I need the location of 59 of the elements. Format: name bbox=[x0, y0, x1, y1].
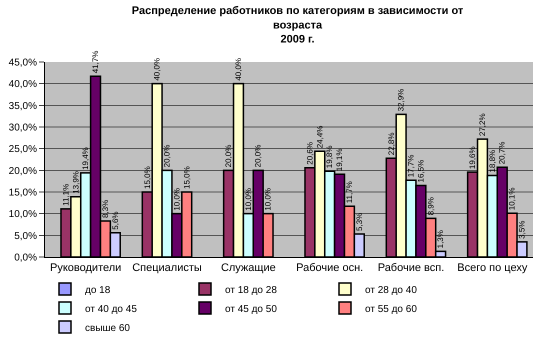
data-label: 20,0% bbox=[254, 144, 263, 168]
y-tick-label: 0,0% bbox=[14, 252, 38, 264]
y-tick-label: 25,0% bbox=[8, 144, 38, 156]
data-label: 8,3% bbox=[100, 200, 110, 218]
data-label: 20,7% bbox=[498, 142, 507, 164]
y-tick-label: 5,0% bbox=[14, 230, 38, 242]
data-label: 22,8% bbox=[386, 132, 396, 156]
x-tick-label: Рабочие всп. bbox=[378, 262, 444, 274]
y-tick-label: 35,0% bbox=[8, 100, 38, 112]
data-label: 19,6% bbox=[468, 146, 478, 170]
data-label: 24,4% bbox=[315, 126, 324, 148]
data-label: 32,9% bbox=[396, 88, 406, 112]
data-label: 20,6% bbox=[305, 142, 314, 165]
data-label: 10,0% bbox=[244, 188, 253, 211]
data-label: 20,0% bbox=[224, 144, 234, 168]
x-tick-label: Служащие bbox=[220, 262, 276, 274]
data-label: 11,1% bbox=[61, 184, 70, 206]
data-label: 13,9% bbox=[71, 171, 80, 194]
y-tick-label: 10,0% bbox=[8, 209, 38, 220]
legend-label: от 28 до 40 bbox=[365, 284, 418, 296]
legend-label: от 55 до 60 bbox=[365, 304, 418, 315]
y-tick-label: 15,0% bbox=[8, 188, 38, 198]
data-label: 10,0% bbox=[264, 188, 273, 211]
legend-label: от 18 до 28 bbox=[225, 284, 278, 296]
data-label: 19,4% bbox=[81, 147, 90, 170]
data-label: 10,0% bbox=[172, 188, 182, 211]
chart-title: Распределение работников по категориям в зависимости от возраста bbox=[132, 5, 464, 32]
legend-label: до 18 bbox=[85, 284, 111, 296]
data-label: 16,5% bbox=[416, 160, 426, 182]
data-label: 19,1% bbox=[335, 148, 344, 172]
data-label: 40,0% bbox=[152, 58, 162, 81]
x-tick-label: Руководители bbox=[50, 262, 122, 274]
data-label: 5,6% bbox=[110, 211, 120, 230]
data-label: 5,3% bbox=[354, 212, 364, 232]
data-label: 1,3% bbox=[436, 230, 446, 248]
legend-label: свыше 60 bbox=[85, 322, 130, 334]
data-label: 17,7% bbox=[406, 154, 416, 178]
data-label: 18,8% bbox=[488, 150, 497, 173]
y-tick-label: 30,0% bbox=[8, 122, 38, 134]
data-label: 19,8% bbox=[325, 146, 334, 168]
x-tick-label: Всего по цеху bbox=[457, 262, 528, 274]
data-label: 15,0% bbox=[182, 166, 192, 189]
data-label: 41,7% bbox=[91, 50, 100, 74]
y-tick-label: 20,0% bbox=[8, 166, 38, 177]
data-label: 3,5% bbox=[517, 220, 526, 239]
x-tick-label: Специалисты bbox=[132, 262, 202, 274]
data-label: 27,2% bbox=[478, 113, 487, 136]
data-label: 40,0% bbox=[234, 58, 243, 81]
data-label: 10,1% bbox=[508, 188, 517, 210]
x-tick-label: Рабочие осн. bbox=[296, 262, 364, 274]
data-label: 11,7% bbox=[344, 181, 354, 204]
data-label: 20,0% bbox=[162, 144, 172, 168]
y-tick-label: 45,0% bbox=[8, 58, 38, 68]
y-tick-label: 40,0% bbox=[8, 79, 38, 90]
data-label: 8,9% bbox=[426, 197, 436, 216]
legend-label: от 40 до 45 bbox=[85, 304, 138, 315]
legend-label: от 45 до 50 bbox=[225, 304, 278, 315]
data-label: 15,0% bbox=[142, 166, 152, 189]
chart-subtitle: 2009 г. bbox=[280, 34, 315, 46]
